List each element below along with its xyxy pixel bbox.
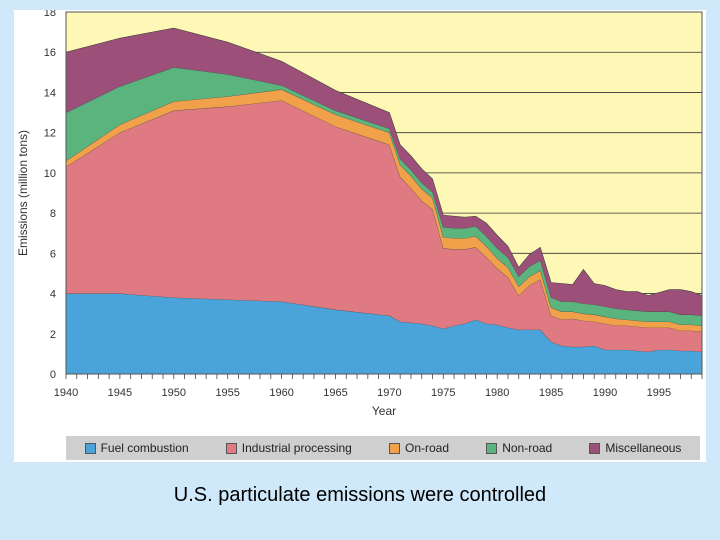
legend-label: Fuel combustion xyxy=(100,441,189,455)
y-tick-label: 16 xyxy=(44,47,56,59)
x-axis-title: Year xyxy=(372,404,396,418)
x-tick-label: 1940 xyxy=(54,387,78,399)
plot-frame xyxy=(65,11,703,375)
x-tick-label: 1950 xyxy=(162,387,186,399)
legend-label: Miscellaneous xyxy=(605,441,682,455)
legend: Fuel combustion Industrial processing On-r… xyxy=(66,436,700,460)
y-tick-label: 8 xyxy=(50,208,56,220)
area-fuel-combustion xyxy=(66,293,702,374)
legend-label: On-road xyxy=(405,441,450,455)
legend-item: Fuel combustion xyxy=(84,441,189,455)
area-non-road xyxy=(66,67,702,326)
legend-swatch xyxy=(225,442,237,454)
y-tick-label: 14 xyxy=(44,87,56,99)
legend-swatch xyxy=(486,442,498,454)
chart-svg: 0 2 4 6 8 10 12 14 16 18 1940 1945 1950 1955 1960 1965 1… xyxy=(16,10,703,418)
legend-item: On-road xyxy=(389,441,449,455)
x-tick-label: 1995 xyxy=(647,387,671,399)
legend-swatch xyxy=(589,442,601,454)
legend-label: Industrial processing xyxy=(241,441,352,455)
y-axis-title: Emissions (million tons) xyxy=(16,130,30,256)
slide-caption: U.S. particulate emissions were controll… xyxy=(173,484,547,506)
legend-swatch xyxy=(389,442,400,454)
y-tick-label: 6 xyxy=(50,248,56,260)
stacked-areas xyxy=(65,27,703,374)
x-tick-label: 1980 xyxy=(485,387,509,399)
axes: 0 2 4 6 8 10 12 14 16 18 1940 1945 1950 1955 1960 1965 1… xyxy=(44,10,703,399)
x-tick-label: 1965 xyxy=(323,387,347,399)
x-tick-label: 1985 xyxy=(539,387,563,399)
y-tick-label: 2 xyxy=(50,329,56,341)
legend-label: Non-road xyxy=(502,441,553,455)
y-tick-label: 18 xyxy=(44,10,56,19)
legend-item: Industrial processing xyxy=(225,441,352,455)
x-tick-label: 1990 xyxy=(593,387,617,399)
x-tick-label: 1945 xyxy=(108,387,132,399)
legend-item: Non-road xyxy=(486,441,552,455)
x-tick-label: 1960 xyxy=(269,387,293,399)
legend-swatch xyxy=(84,442,96,454)
y-tick-label: 0 xyxy=(50,369,56,381)
chart-figure: 0 2 4 6 8 10 12 14 16 18 1940 1945 1950 1955 1960 1965 1… xyxy=(14,10,706,462)
y-tick-label: 4 xyxy=(50,289,56,301)
x-tick-label: 1955 xyxy=(215,387,239,399)
x-tick-label: 1970 xyxy=(377,387,401,399)
legend-item: Miscellaneous xyxy=(589,441,681,455)
y-tick-label: 12 xyxy=(44,128,56,140)
y-tick-label: 10 xyxy=(44,168,56,180)
area-on-road xyxy=(66,89,702,332)
area-outline xyxy=(65,27,703,296)
x-tick-label: 1975 xyxy=(431,387,455,399)
area-miscellaneous xyxy=(66,28,702,316)
